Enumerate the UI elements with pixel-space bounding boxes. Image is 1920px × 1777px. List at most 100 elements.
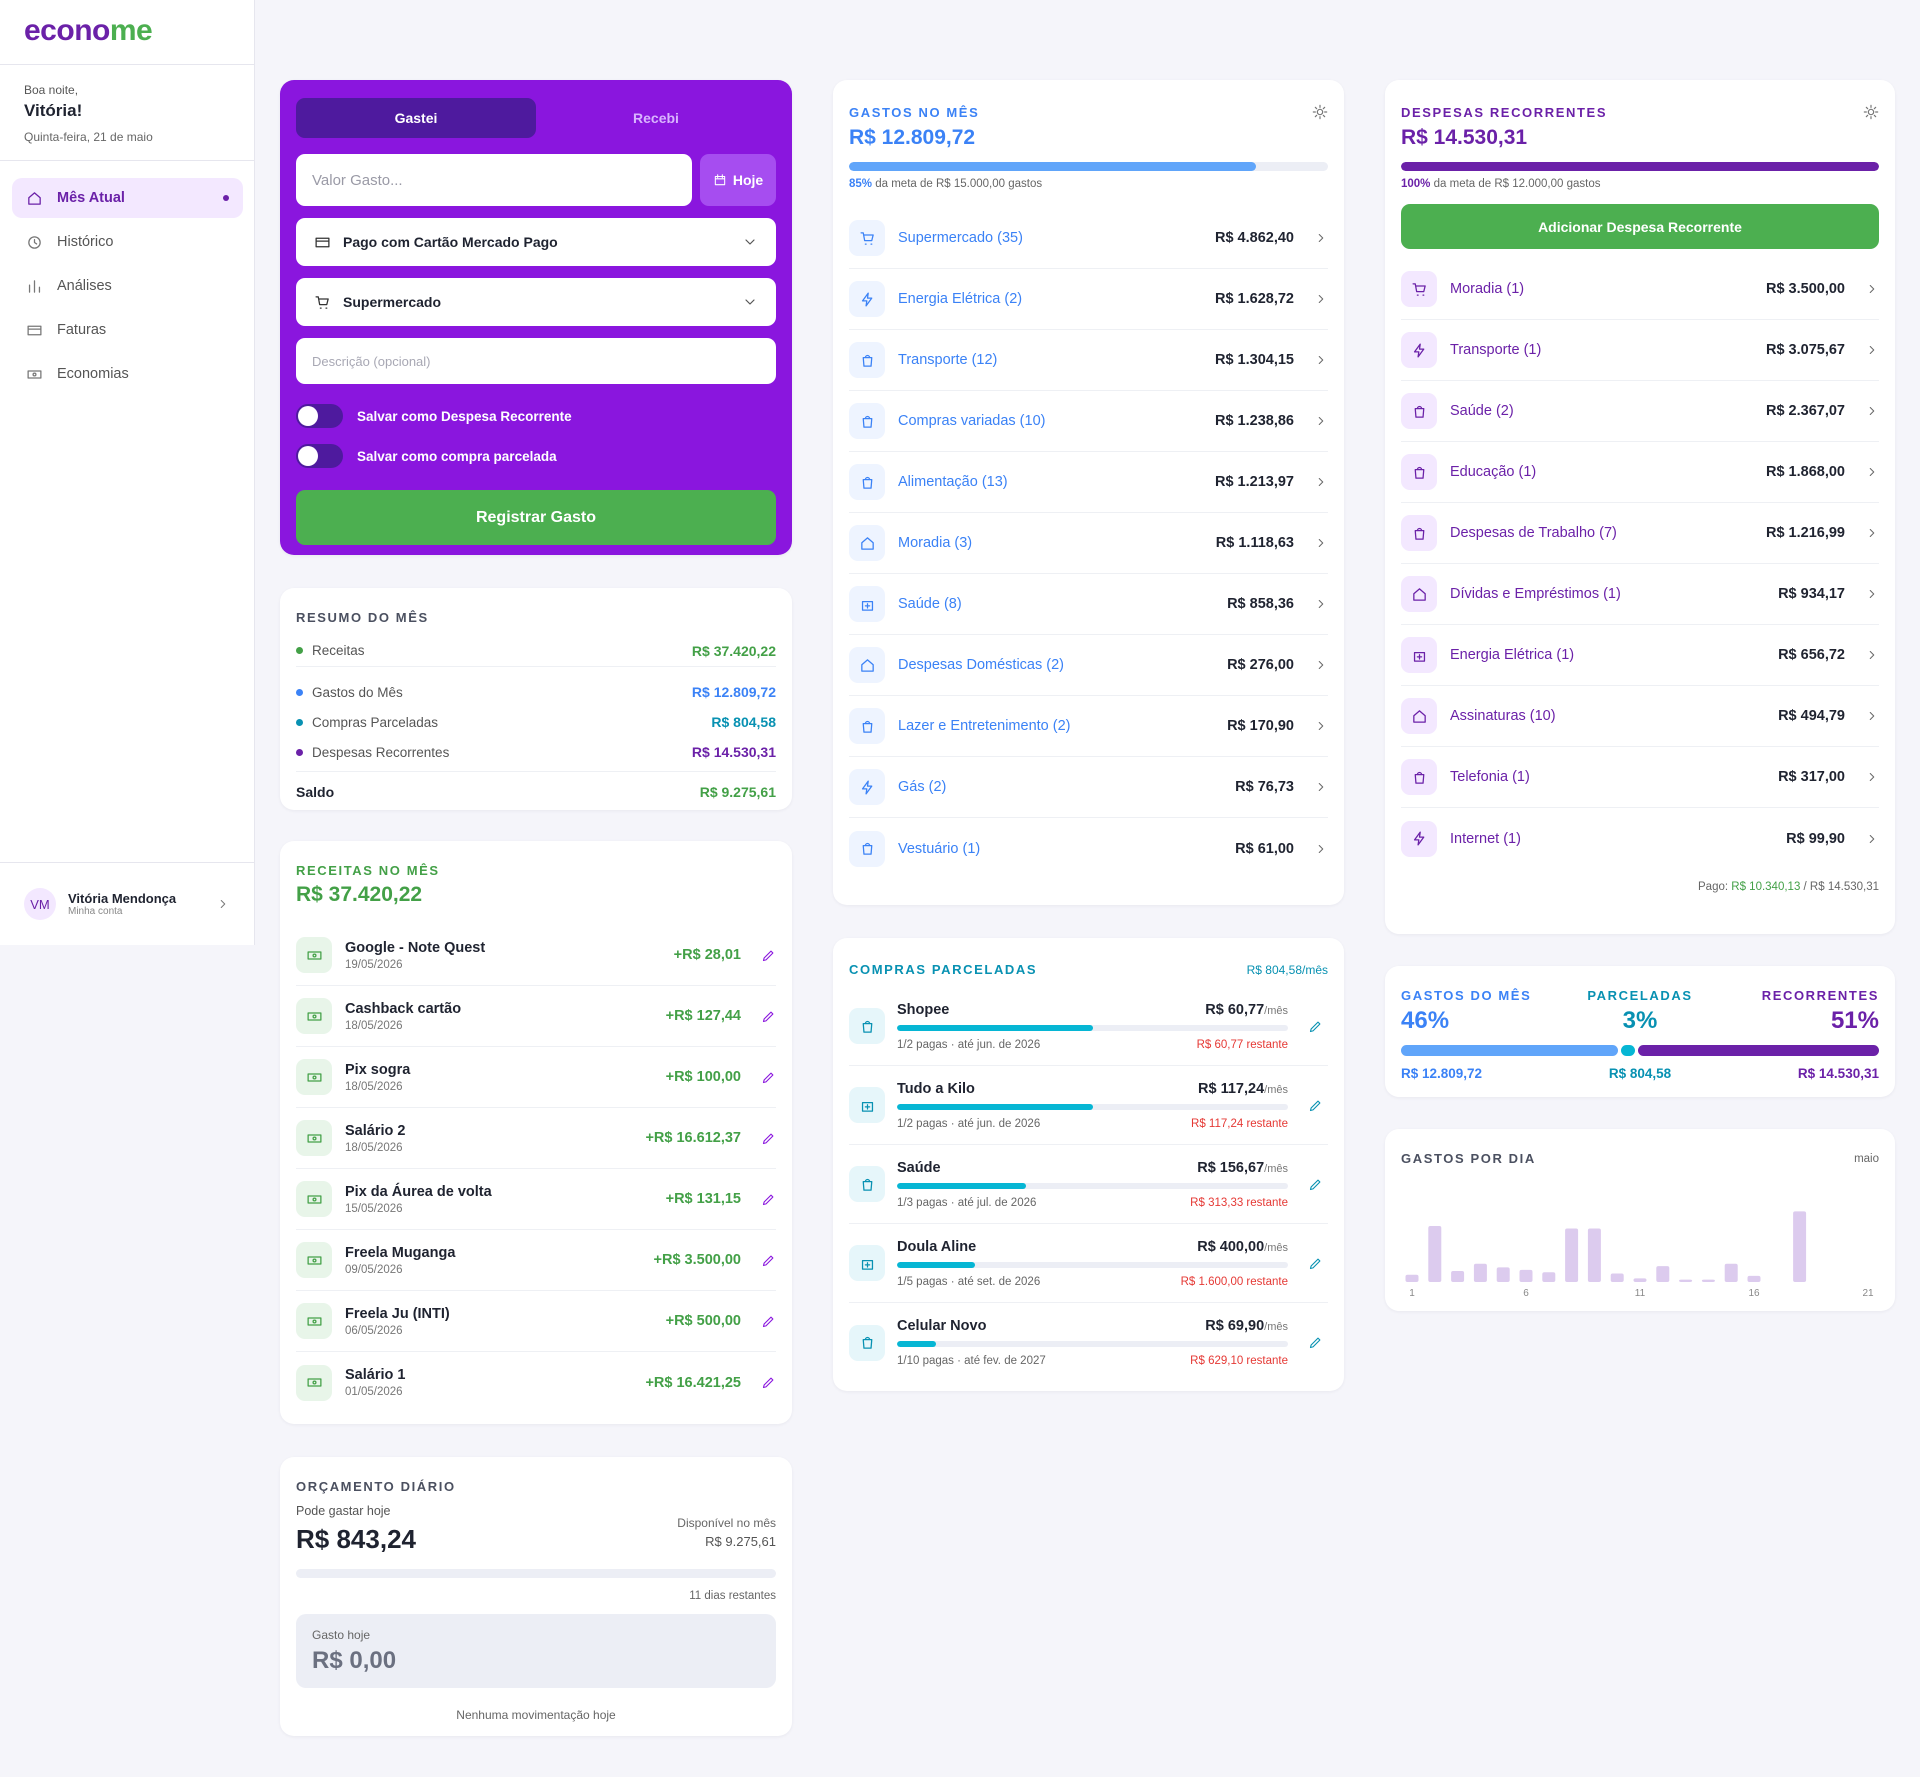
nav-item[interactable]: Mês Atual [12,178,243,218]
category-row[interactable]: Moradia (1) R$ 3.500,00 [1401,259,1879,320]
installment-row[interactable]: Tudo a Kilo R$ 117,24/mês 1/2 pagas · até … [849,1066,1328,1145]
bar [1701,1279,1715,1282]
category-row[interactable]: Transporte (1) R$ 3.075,67 [1401,320,1879,381]
category-icon [1401,393,1437,429]
icon-path [1309,1179,1321,1190]
icon [306,1378,322,1387]
icon [1318,294,1324,304]
dot [296,748,303,756]
bar [1405,1274,1419,1282]
category-row[interactable]: Transporte (12) R$ 1.304,15 [849,330,1328,391]
category-icon [849,830,885,867]
installment-row[interactable]: Doula Aline R$ 400,00/mês 1/5 pagas · até … [849,1224,1328,1303]
toggle-row[interactable]: Salvar como Despesa Recorrente [296,396,776,436]
bar [1724,1263,1738,1282]
income-text: Freela Ju (INTI) 06/05/2026 [345,1306,666,1337]
icon [861,291,872,307]
category-icon [1401,271,1437,307]
category-row[interactable]: Saúde (8) R$ 858,36 [849,574,1328,635]
account[interactable]: VM Vitória Mendonça Minha conta [24,888,230,920]
icon [1309,1179,1321,1190]
category-row[interactable]: Vestuário (1) R$ 61,00 [849,818,1328,879]
category-row[interactable]: Educação (1) R$ 1.868,00 [1401,442,1879,503]
submit-button[interactable]: Registrar Gasto [296,490,776,545]
user-name: Vitória! [24,101,83,120]
income-amount: +R$ 500,00 [665,1313,741,1329]
icon-path [1413,342,1424,358]
category-icon [849,281,885,317]
nav-item[interactable]: Histórico [12,222,243,262]
category-list: Moradia (1) R$ 3.500,00 Transporte (1) R$ 3… [1401,259,1879,869]
installment-row[interactable]: Shopee R$ 60,77/mês 1/2 pagas · até jun. d… [849,987,1328,1066]
icon-path [28,235,41,249]
toggle-row[interactable]: Salvar como compra parcelada [296,436,776,476]
category-name: Energia Elétrica (2) [898,291,1023,307]
icon [860,536,874,550]
category-icon [1401,759,1437,795]
category-name: Assinaturas (10) [1450,708,1556,724]
category-row[interactable]: Energia Elétrica (2) R$ 1.628,72 [849,269,1328,330]
nav-item[interactable]: Economias [12,354,243,394]
select[interactable]: Supermercado [296,278,776,326]
dot [296,647,303,654]
income-amount: +R$ 28,01 [673,947,741,963]
category-name: Compras variadas (10) [898,413,1046,429]
category-row[interactable]: Despesas Domésticas (2) R$ 276,00 [849,635,1328,696]
installment-body: Saúde R$ 156,67/mês 1/3 pagas · até jul. d… [897,1160,1288,1209]
value-input[interactable]: Valor Gasto... [296,154,692,206]
icon [1869,406,1875,416]
category-row[interactable]: Moradia (3) R$ 1.118,63 [849,513,1328,574]
icon [862,1336,872,1349]
icon [862,354,872,367]
category-row[interactable]: Dívidas e Empréstimos (1) R$ 934,17 [1401,564,1879,625]
active-dot [223,195,229,201]
icon [1411,282,1426,296]
category-row[interactable]: Compras variadas (10) R$ 1.238,86 [849,391,1328,452]
month-label: maio [1854,1152,1879,1165]
nav-item[interactable]: Faturas [12,310,243,350]
icon-path [1318,782,1324,792]
date-button[interactable]: Hoje [700,154,776,206]
income-date: 06/05/2026 [345,1324,403,1337]
category-row[interactable]: Despesas de Trabalho (7) R$ 1.216,99 [1401,503,1879,564]
monthly-expenses: GASTOS NO MÊS R$ 12.809,72 85% da meta de … [833,80,1344,905]
icon [1413,342,1424,358]
installment-row[interactable]: Celular Novo R$ 69,90/mês 1/10 pagas · até… [849,1303,1328,1382]
category-row[interactable]: Energia Elétrica (1) R$ 656,72 [1401,625,1879,686]
category-row[interactable]: Gás (2) R$ 76,73 [849,757,1328,818]
nav-item[interactable]: Análises [12,266,243,306]
icon-path [862,1020,872,1033]
icon [1309,1258,1321,1269]
income-name: Freela Muganga [345,1244,456,1261]
category-row[interactable]: Internet (1) R$ 99,90 [1401,808,1879,869]
category-row[interactable]: Assinaturas (10) R$ 494,79 [1401,686,1879,747]
category-row[interactable]: Lazer e Entretenimento (2) R$ 170,90 [849,696,1328,757]
divider [0,160,254,161]
icon-path [862,354,872,367]
category-amount: R$ 1.213,97 [1214,474,1294,490]
icon [306,1011,322,1021]
category-amount: R$ 317,00 [1778,769,1845,785]
days-left: 11 dias restantes [689,1590,776,1602]
progress-fill [1401,162,1879,171]
category-icon [1401,515,1437,551]
tab[interactable]: Recebi [633,110,679,126]
bar [1679,1279,1693,1282]
category-row[interactable]: Telefonia (1) R$ 317,00 [1401,747,1879,808]
add-button[interactable]: Adicionar Despesa Recorrente [1401,204,1879,249]
category-row[interactable]: Saúde (2) R$ 2.367,07 [1401,381,1879,442]
category-row[interactable]: Supermercado (35) R$ 4.862,40 [849,208,1328,269]
description-input[interactable]: Descrição (opcional) [296,338,776,384]
icon-path [1318,721,1324,731]
select[interactable]: Pago com Cartão Mercado Pago [296,218,776,266]
goal: 100% da meta de R$ 12.000,00 gastos [1401,178,1879,190]
x-tick-label: 11 [1635,1288,1646,1299]
icon-path [861,1259,873,1270]
icon [28,235,41,249]
card-title: RECEITAS NO MÊS [296,863,440,878]
category-row[interactable]: Alimentação (13) R$ 1.213,97 [849,452,1328,513]
tab[interactable]: Gastei [296,98,536,138]
nav-label: Faturas [57,322,107,338]
installment-row[interactable]: Saúde R$ 156,67/mês 1/3 pagas · até jul. d… [849,1145,1328,1224]
icon-path [862,1178,872,1191]
